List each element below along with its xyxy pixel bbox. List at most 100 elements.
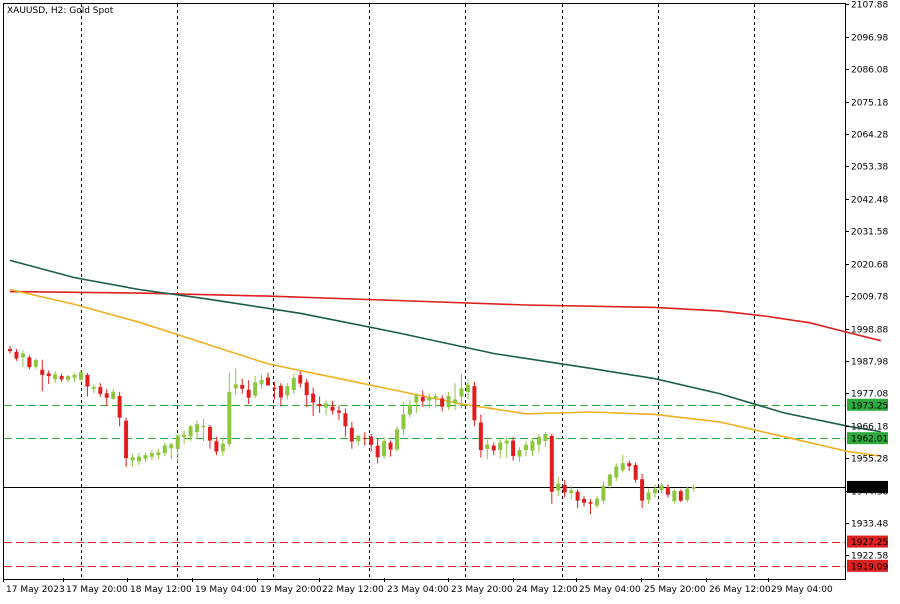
- candle-body: [175, 435, 180, 449]
- candle-body: [414, 395, 419, 403]
- candle-body: [478, 422, 483, 451]
- x-tick-label: 26 May 12:00: [709, 585, 771, 595]
- candle-body: [278, 385, 283, 398]
- level-price-tag-text: 1927.25: [851, 538, 888, 548]
- candle-body: [472, 386, 477, 421]
- candle-body: [420, 396, 425, 402]
- moving-average-line: [9, 290, 881, 342]
- candle-body: [453, 399, 458, 404]
- level-price-tag-box: [847, 559, 888, 572]
- time-axis: 17 May 2023 17 May 20:00 18 May 12:00 19 Ma…: [3, 578, 833, 595]
- candle-body: [530, 441, 535, 451]
- candle-body: [440, 398, 445, 407]
- candle-body: [214, 441, 219, 452]
- candle-body: [633, 464, 638, 480]
- y-tick-label: 2086.08: [851, 66, 888, 76]
- candle-body: [685, 488, 690, 500]
- candle-body: [246, 389, 251, 398]
- y-tick-label: 2031.58: [851, 228, 888, 238]
- candle-body: [195, 424, 200, 432]
- candle-body: [407, 404, 412, 415]
- candle-body: [27, 357, 32, 368]
- candle-body: [343, 413, 348, 427]
- candle-body: [201, 425, 206, 428]
- y-tick-label: 2107.88: [851, 1, 888, 11]
- candle-body: [504, 440, 509, 444]
- candle-body: [614, 466, 619, 478]
- candle-body: [601, 485, 606, 501]
- x-tick-label: 19 May 04:00: [195, 585, 257, 595]
- y-tick-label: 2064.28: [851, 131, 888, 141]
- candle-body: [607, 474, 612, 486]
- level-price-tag-box: [847, 432, 888, 445]
- candle-body: [143, 455, 148, 459]
- candle-body: [117, 395, 122, 418]
- candle-body: [549, 435, 554, 492]
- candle-body: [59, 376, 64, 380]
- y-tick-label: 2053.38: [851, 163, 888, 173]
- candle-body: [149, 453, 154, 457]
- candle-body: [130, 457, 135, 461]
- candle-body: [524, 444, 528, 451]
- x-tick-label: 25 May 04:00: [579, 585, 641, 595]
- level-price-tag-text: 1919.09: [851, 562, 888, 572]
- candle-body: [427, 397, 432, 401]
- candle-body: [169, 444, 174, 449]
- candle-body: [14, 351, 19, 359]
- candle-body: [465, 384, 470, 393]
- horizontal-levels: [4, 405, 845, 567]
- candle-body: [156, 452, 161, 456]
- candle-body: [72, 374, 77, 378]
- candle-body: [594, 498, 599, 506]
- candle-body: [517, 450, 522, 457]
- candle-body: [324, 403, 329, 408]
- candles: [8, 346, 696, 515]
- y-tick-label: 1922.58: [851, 552, 888, 562]
- candle-body: [104, 393, 109, 398]
- candle-body: [311, 393, 316, 403]
- candle-body: [46, 373, 51, 377]
- candle-body: [111, 391, 116, 399]
- x-tick-label: 25 May 20:00: [644, 585, 706, 595]
- candle-body: [627, 463, 632, 467]
- level-price-tag-box: [847, 398, 888, 411]
- candle-body: [511, 440, 516, 457]
- y-tick-label: 2042.48: [851, 196, 888, 206]
- price-axis: 2107.88 2096.98 2086.08 2075.18 2064.28 2053.…: [845, 1, 888, 562]
- candle-body: [66, 376, 71, 380]
- candle-body: [459, 388, 464, 397]
- candle-body: [588, 502, 593, 504]
- x-tick-label: 17 May 20:00: [66, 585, 128, 595]
- candle-body: [188, 426, 193, 437]
- candle-body: [330, 406, 335, 411]
- candle-body: [498, 442, 503, 451]
- y-tick-label: 1955.28: [851, 455, 888, 465]
- y-tick-label: 2075.18: [851, 99, 888, 109]
- chart-title: XAUUSD, H2: Gold Spot: [7, 6, 114, 16]
- candle-body: [240, 384, 245, 389]
- candle-body: [691, 486, 696, 489]
- candle-body: [375, 445, 380, 458]
- candle-body: [124, 420, 129, 459]
- current-price-tag-text: 1945.62: [851, 483, 888, 493]
- y-tick-label: 2096.98: [851, 34, 888, 44]
- level-price-tag-text: 1962.01: [851, 435, 888, 445]
- candle-body: [8, 348, 12, 352]
- candle-body: [233, 384, 238, 389]
- candle-body: [137, 456, 141, 462]
- candle-body: [304, 382, 309, 396]
- level-price-tag-text: 1973.25: [851, 401, 888, 411]
- candle-body: [433, 395, 438, 398]
- candle-body: [253, 382, 258, 396]
- candle-body: [53, 374, 58, 380]
- x-tick-label: 24 May 12:00: [516, 585, 578, 595]
- candle-body: [395, 429, 399, 450]
- candle-body: [85, 374, 90, 387]
- x-tick-label: 23 May 20:00: [451, 585, 513, 595]
- candle-body: [646, 492, 651, 500]
- candle-body: [369, 436, 374, 445]
- candle-body: [562, 484, 567, 493]
- candle-body: [259, 379, 264, 384]
